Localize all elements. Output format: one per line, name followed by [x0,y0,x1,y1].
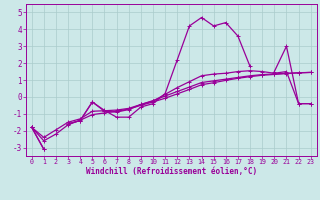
X-axis label: Windchill (Refroidissement éolien,°C): Windchill (Refroidissement éolien,°C) [86,167,257,176]
